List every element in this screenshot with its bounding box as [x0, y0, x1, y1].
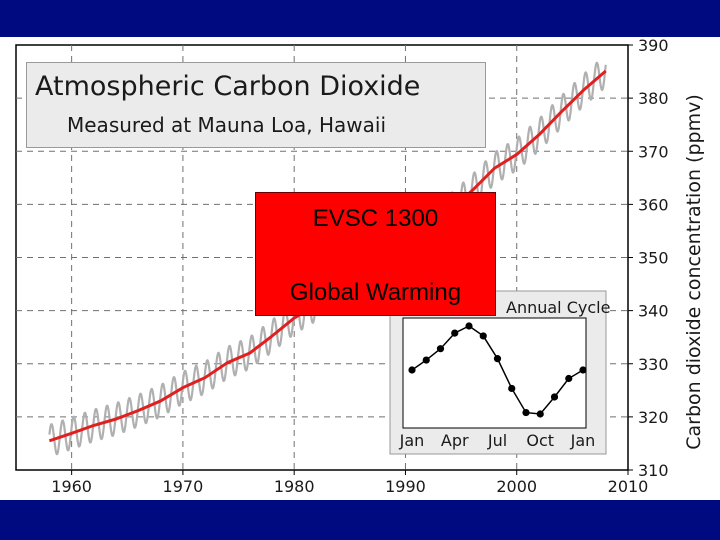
inset-point [508, 384, 516, 393]
y-tick-label: 380 [638, 89, 669, 108]
inset-plot-area [402, 317, 587, 429]
x-tick-label: 1970 [163, 477, 204, 496]
inset-point [451, 329, 459, 337]
y-tick-label: 310 [638, 461, 669, 480]
y-tick-label: 340 [638, 302, 669, 321]
inset-x-tick-label: Jul [487, 431, 507, 450]
inset-x-tick-label: Apr [441, 431, 469, 450]
top-band [0, 0, 720, 37]
inset-point [579, 366, 587, 374]
course-title-overlay: EVSC 1300 Global Warming [255, 192, 496, 316]
inset-point [436, 345, 445, 353]
inset-point [550, 393, 559, 401]
inset-x-tick-label: Jan [399, 431, 425, 450]
inset-point [522, 408, 530, 417]
inset-point [408, 366, 416, 374]
y-tick-label: 360 [638, 195, 669, 214]
inset-x-tick-label: Oct [526, 431, 554, 450]
x-tick-label: 2000 [496, 477, 537, 496]
y-axis-label: Carbon dioxide concentration (ppmv) [683, 94, 705, 450]
y-tick-label: 320 [638, 408, 669, 427]
x-tick-label: 1980 [274, 477, 315, 496]
bottom-band [0, 500, 720, 540]
course-name: Global Warming [289, 279, 462, 306]
inset-point [565, 374, 573, 383]
course-code: EVSC 1300 [312, 205, 439, 232]
y-tick-label: 350 [638, 249, 669, 268]
y-tick-label: 390 [638, 37, 669, 55]
inset-title: Annual Cycle [506, 298, 610, 317]
x-tick-label: 1990 [385, 477, 426, 496]
inset-x-tick-label: Jan [570, 431, 596, 450]
inset-point [422, 356, 430, 364]
inset-point [536, 410, 544, 418]
chart-title-box: Atmospheric Carbon Dioxide Measured at M… [26, 62, 486, 148]
x-tick-label: 2010 [608, 477, 649, 496]
y-tick-label: 330 [638, 355, 669, 374]
chart-subtitle: Measured at Mauna Loa, Hawaii [67, 113, 387, 137]
inset-point [465, 322, 473, 330]
inset-point [479, 332, 487, 340]
x-tick-label: 1960 [51, 477, 92, 496]
y-tick-label: 370 [638, 142, 669, 161]
chart-title: Atmospheric Carbon Dioxide [35, 71, 421, 102]
inset-point [493, 355, 502, 363]
